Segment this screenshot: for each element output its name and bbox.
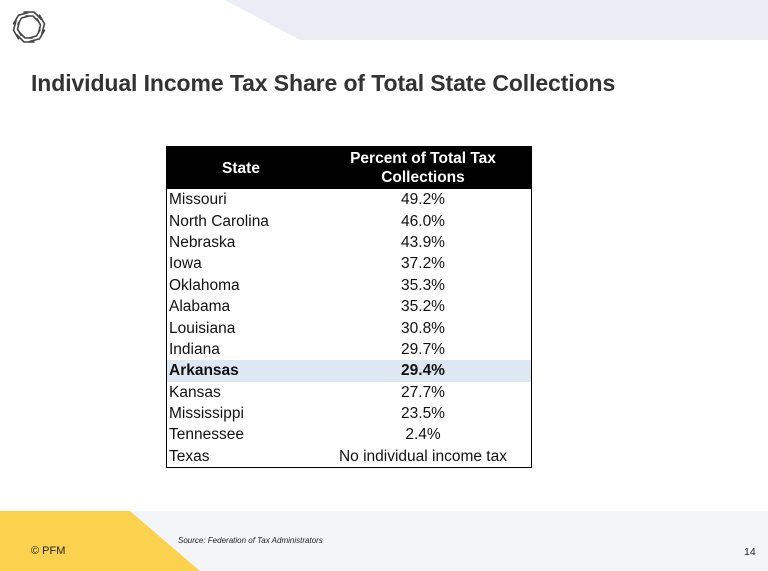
state-cell: Nebraska xyxy=(169,233,236,251)
state-cell: Louisiana xyxy=(169,319,236,337)
header-state: State xyxy=(166,146,315,189)
table-header-row: State Percent of Total Tax Collections xyxy=(166,146,532,189)
state-cell: Mississippi xyxy=(169,405,244,423)
table-row: Nebraska 43.9% xyxy=(167,232,532,253)
percent-cell: 27.7% xyxy=(401,383,445,401)
table-body: Missouri 49.2% North Carolina 46.0% Nebras… xyxy=(166,189,532,468)
table-row: North Carolina 46.0% xyxy=(167,210,532,231)
copyright-text: © PFM xyxy=(31,545,66,557)
table-row: Alabama 35.2% xyxy=(167,296,532,317)
state-cell: Tennessee xyxy=(169,426,244,444)
page-number: 14 xyxy=(744,546,756,558)
state-cell: Iowa xyxy=(169,255,202,273)
income-tax-table: State Percent of Total Tax Collections M… xyxy=(166,146,532,469)
table-row: Oklahoma 35.3% xyxy=(167,275,532,296)
percent-cell: 46.0% xyxy=(401,212,445,230)
table-row-highlighted: Arkansas 29.4% xyxy=(166,360,532,382)
source-note: Source: Federation of Tax Administrators xyxy=(178,536,323,545)
header-band xyxy=(225,0,768,40)
header-percent: Percent of Total Tax Collections xyxy=(315,146,532,189)
footer-band xyxy=(0,511,768,571)
table-row: Indiana 29.7% xyxy=(167,339,532,360)
percent-cell: 43.9% xyxy=(401,233,445,251)
percent-cell: 49.2% xyxy=(401,191,445,209)
state-cell: Kansas xyxy=(169,383,221,401)
table-row: Mississippi 23.5% xyxy=(167,403,532,424)
percent-cell: 35.3% xyxy=(401,276,445,294)
percent-cell: 29.4% xyxy=(315,360,532,382)
percent-cell: 37.2% xyxy=(401,255,445,273)
state-cell: Texas xyxy=(169,447,210,465)
state-cell: Arkansas xyxy=(166,360,315,382)
slide-title: Individual Income Tax Share of Total Sta… xyxy=(31,70,616,96)
percent-cell: 23.5% xyxy=(401,405,445,423)
state-cell: Indiana xyxy=(169,340,220,358)
table-row: Louisiana 30.8% xyxy=(167,317,532,338)
state-cell: North Carolina xyxy=(169,212,269,230)
percent-cell: 35.2% xyxy=(401,298,445,316)
table-row: Iowa 37.2% xyxy=(167,253,532,274)
percent-cell: 29.7% xyxy=(401,340,445,358)
state-cell: Alabama xyxy=(169,298,231,316)
percent-cell: 2.4% xyxy=(405,426,441,444)
table-row: Missouri 49.2% xyxy=(167,189,532,210)
table-row: Kansas 27.7% xyxy=(167,382,532,403)
percent-cell: No individual income tax xyxy=(338,447,507,465)
state-cell: Oklahoma xyxy=(169,276,240,294)
state-cell: Missouri xyxy=(169,191,227,209)
table-row: Texas No individual income tax xyxy=(167,446,532,468)
table-row: Tennessee 2.4% xyxy=(167,424,532,445)
pfm-logo-icon xyxy=(12,11,46,43)
percent-cell: 30.8% xyxy=(401,319,445,337)
